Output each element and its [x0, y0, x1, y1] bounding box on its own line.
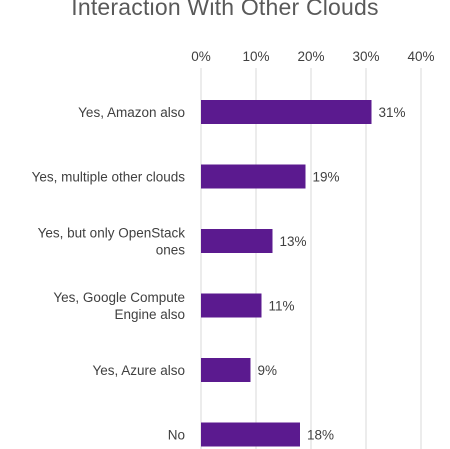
- category-label: Yes, Amazon also: [78, 105, 185, 120]
- bars: [201, 100, 372, 447]
- x-tick-label: 30%: [352, 49, 379, 64]
- x-tick-label: 20%: [297, 49, 324, 64]
- bar: [201, 100, 372, 124]
- category-label: Engine also: [114, 307, 185, 322]
- bar: [201, 164, 306, 189]
- x-tick-label: 10%: [242, 49, 269, 64]
- bar: [201, 358, 251, 382]
- data-label: 18%: [307, 428, 334, 443]
- category-label: Yes, multiple other clouds: [32, 170, 186, 185]
- category-labels: Yes, Amazon also Yes, multiple other clou…: [32, 105, 186, 443]
- bar: [201, 422, 300, 447]
- data-label: 31%: [379, 105, 406, 120]
- data-label: 13%: [280, 234, 307, 249]
- x-tick-label: 40%: [407, 49, 434, 64]
- data-labels: 31% 19% 13% 11% 9% 18%: [258, 105, 406, 443]
- data-label: 11%: [269, 299, 295, 314]
- category-label: No: [168, 428, 185, 443]
- chart-title: Interaction With Other Clouds: [71, 0, 379, 20]
- category-label: Yes, Azure also: [92, 363, 185, 378]
- x-axis-ticks: 0% 10% 20% 30% 40%: [191, 49, 434, 64]
- gridlines: [200, 68, 422, 449]
- data-label: 9%: [258, 363, 278, 378]
- category-label: Yes, Google Compute: [53, 290, 185, 305]
- bar: [201, 229, 273, 253]
- category-label: ones: [156, 243, 186, 258]
- category-label: Yes, but only OpenStack: [38, 226, 186, 241]
- bar: [201, 293, 262, 318]
- x-tick-label: 0%: [191, 49, 211, 64]
- data-label: 19%: [313, 170, 340, 185]
